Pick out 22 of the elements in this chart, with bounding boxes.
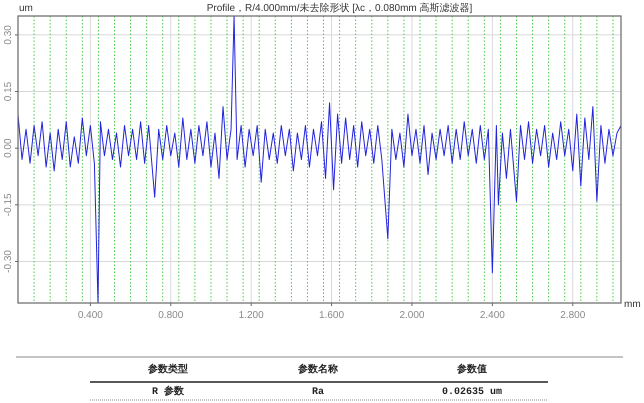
y-tick-label: 0.00	[3, 138, 14, 158]
text: 参数类型	[147, 363, 188, 375]
y-tick-label: 0.30	[3, 24, 14, 45]
x-tick-label: 2.400	[480, 310, 506, 321]
x-tick-label: 1.200	[238, 310, 264, 321]
y-tick-label: -0.15	[3, 192, 14, 216]
y-tick-label: -0.30	[3, 250, 14, 273]
text: 参数名称	[297, 363, 339, 375]
x-tick-label: 0.400	[78, 310, 104, 321]
x-tick-label: 2.800	[560, 310, 586, 321]
text: R 参数	[152, 385, 185, 398]
text: Ra	[312, 387, 324, 398]
x-axis-title: mm	[624, 299, 641, 310]
x-tick-label: 2.000	[399, 310, 425, 321]
x-tick-label: 0.800	[158, 310, 184, 321]
line-series	[18, 16, 621, 303]
y-tick-label: 0.15	[3, 81, 14, 102]
text: 0.02635 um	[442, 387, 502, 398]
chart-title: Profile，R/4.000mm/未去除形状 [λc，0.080mm 高斯滤波器]	[206, 2, 473, 14]
x-tick-label: 1.600	[319, 310, 345, 321]
y-axis-title: um	[19, 3, 33, 14]
text: 参数值	[456, 363, 487, 375]
